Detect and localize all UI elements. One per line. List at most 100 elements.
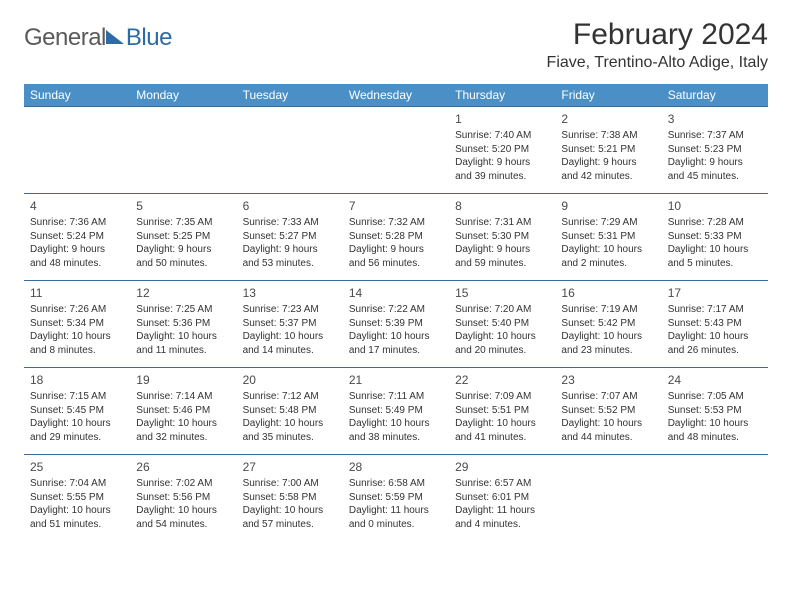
day-info-line: Sunrise: 7:20 AM	[455, 303, 549, 317]
day-info-line: Sunrise: 7:25 AM	[136, 303, 230, 317]
day-number: 27	[243, 459, 337, 475]
day-info-line: Sunrise: 7:02 AM	[136, 477, 230, 491]
day-info-line: Sunrise: 6:58 AM	[349, 477, 443, 491]
day-info-line: Sunrise: 7:29 AM	[561, 216, 655, 230]
day-number: 28	[349, 459, 443, 475]
day-cell: 29Sunrise: 6:57 AMSunset: 6:01 PMDayligh…	[449, 455, 555, 541]
month-title: February 2024	[547, 18, 768, 52]
day-info-line: Sunset: 5:37 PM	[243, 317, 337, 331]
week-row: 11Sunrise: 7:26 AMSunset: 5:34 PMDayligh…	[24, 280, 768, 367]
day-info-line: and 48 minutes.	[30, 257, 124, 271]
day-info-line: Daylight: 10 hours	[243, 504, 337, 518]
logo-text-1: General	[24, 24, 106, 52]
day-info-line: Sunset: 5:40 PM	[455, 317, 549, 331]
day-info-line: Daylight: 11 hours	[455, 504, 549, 518]
day-info-line: Sunrise: 7:00 AM	[243, 477, 337, 491]
day-info-line: and 14 minutes.	[243, 344, 337, 358]
day-info-line: and 53 minutes.	[243, 257, 337, 271]
day-info-line: Sunrise: 7:14 AM	[136, 390, 230, 404]
day-info-line: and 17 minutes.	[349, 344, 443, 358]
day-info-line: Sunset: 5:24 PM	[30, 230, 124, 244]
day-info-line: Sunset: 5:43 PM	[668, 317, 762, 331]
day-cell: 9 Sunrise: 7:29 AMSunset: 5:31 PMDaylight…	[555, 194, 661, 280]
day-number: 15	[455, 285, 549, 301]
day-cell	[130, 107, 236, 193]
day-info-line: and 38 minutes.	[349, 431, 443, 445]
calendar-grid: Sunday Monday Tuesday Wednesday Thursday…	[24, 84, 768, 541]
day-number: 20	[243, 372, 337, 388]
weekday-header: Tuesday	[237, 84, 343, 106]
day-info-line: and 48 minutes.	[668, 431, 762, 445]
day-cell: 15Sunrise: 7:20 AMSunset: 5:40 PMDayligh…	[449, 281, 555, 367]
day-info-line: and 20 minutes.	[455, 344, 549, 358]
day-number: 29	[455, 459, 549, 475]
day-info-line: Daylight: 9 hours	[668, 156, 762, 170]
day-info-line: Daylight: 10 hours	[30, 504, 124, 518]
day-info-line: Sunset: 5:46 PM	[136, 404, 230, 418]
day-info-line: Daylight: 10 hours	[561, 243, 655, 257]
day-info-line: Sunset: 6:01 PM	[455, 491, 549, 505]
day-info-line: Daylight: 10 hours	[243, 417, 337, 431]
day-number: 3	[668, 111, 762, 127]
day-info-line: Daylight: 10 hours	[668, 243, 762, 257]
day-cell: 3Sunrise: 7:37 AMSunset: 5:23 PMDaylight…	[662, 107, 768, 193]
day-number: 9	[561, 198, 655, 214]
day-info-line: Sunrise: 7:36 AM	[30, 216, 124, 230]
day-info-line: Sunrise: 7:32 AM	[349, 216, 443, 230]
day-cell: 6Sunrise: 7:33 AMSunset: 5:27 PMDaylight…	[237, 194, 343, 280]
day-info-line: and 56 minutes.	[349, 257, 443, 271]
day-cell: 19Sunrise: 7:14 AMSunset: 5:46 PMDayligh…	[130, 368, 236, 454]
day-info-line: Sunrise: 7:19 AM	[561, 303, 655, 317]
weekday-header: Sunday	[24, 84, 130, 106]
day-info-line: Sunrise: 7:15 AM	[30, 390, 124, 404]
day-info-line: Sunrise: 7:33 AM	[243, 216, 337, 230]
day-info-line: Sunset: 5:30 PM	[455, 230, 549, 244]
day-info-line: and 44 minutes.	[561, 431, 655, 445]
week-row: 4Sunrise: 7:36 AMSunset: 5:24 PMDaylight…	[24, 193, 768, 280]
day-info-line: Sunset: 5:25 PM	[136, 230, 230, 244]
day-cell: 1Sunrise: 7:40 AMSunset: 5:20 PMDaylight…	[449, 107, 555, 193]
day-number: 6	[243, 198, 337, 214]
day-info-line: Sunrise: 7:37 AM	[668, 129, 762, 143]
day-info-line: Sunrise: 7:11 AM	[349, 390, 443, 404]
day-info-line: and 42 minutes.	[561, 170, 655, 184]
day-number: 8	[455, 198, 549, 214]
day-info-line: Daylight: 10 hours	[30, 417, 124, 431]
weekday-header: Friday	[555, 84, 661, 106]
day-info-line: Sunset: 5:31 PM	[561, 230, 655, 244]
logo: General Blue	[24, 24, 172, 52]
day-info-line: and 4 minutes.	[455, 518, 549, 532]
day-info-line: Sunset: 5:56 PM	[136, 491, 230, 505]
day-info-line: and 50 minutes.	[136, 257, 230, 271]
day-number: 11	[30, 285, 124, 301]
day-number: 18	[30, 372, 124, 388]
day-info-line: Sunrise: 7:38 AM	[561, 129, 655, 143]
day-info-line: Daylight: 9 hours	[455, 156, 549, 170]
logo-triangle-icon	[106, 30, 124, 44]
day-number: 10	[668, 198, 762, 214]
day-info-line: Sunset: 5:36 PM	[136, 317, 230, 331]
week-row: 25Sunrise: 7:04 AMSunset: 5:55 PMDayligh…	[24, 454, 768, 541]
week-row: 18Sunrise: 7:15 AMSunset: 5:45 PMDayligh…	[24, 367, 768, 454]
day-info-line: and 26 minutes.	[668, 344, 762, 358]
day-info-line: Sunrise: 7:04 AM	[30, 477, 124, 491]
day-cell: 11Sunrise: 7:26 AMSunset: 5:34 PMDayligh…	[24, 281, 130, 367]
day-info-line: and 54 minutes.	[136, 518, 230, 532]
day-info-line: and 51 minutes.	[30, 518, 124, 532]
day-info-line: Sunset: 5:27 PM	[243, 230, 337, 244]
day-info-line: Sunrise: 7:26 AM	[30, 303, 124, 317]
day-info-line: Daylight: 10 hours	[668, 330, 762, 344]
day-cell: 24Sunrise: 7:05 AMSunset: 5:53 PMDayligh…	[662, 368, 768, 454]
day-cell	[237, 107, 343, 193]
day-info-line: Daylight: 9 hours	[349, 243, 443, 257]
day-info-line: Daylight: 10 hours	[349, 330, 443, 344]
day-info-line: Sunset: 5:42 PM	[561, 317, 655, 331]
day-cell: 23Sunrise: 7:07 AMSunset: 5:52 PMDayligh…	[555, 368, 661, 454]
day-cell	[343, 107, 449, 193]
day-cell	[24, 107, 130, 193]
weeks-container: 1Sunrise: 7:40 AMSunset: 5:20 PMDaylight…	[24, 106, 768, 541]
weekday-header: Saturday	[662, 84, 768, 106]
day-cell: 28Sunrise: 6:58 AMSunset: 5:59 PMDayligh…	[343, 455, 449, 541]
day-cell: 14Sunrise: 7:22 AMSunset: 5:39 PMDayligh…	[343, 281, 449, 367]
day-info-line: Daylight: 10 hours	[136, 330, 230, 344]
